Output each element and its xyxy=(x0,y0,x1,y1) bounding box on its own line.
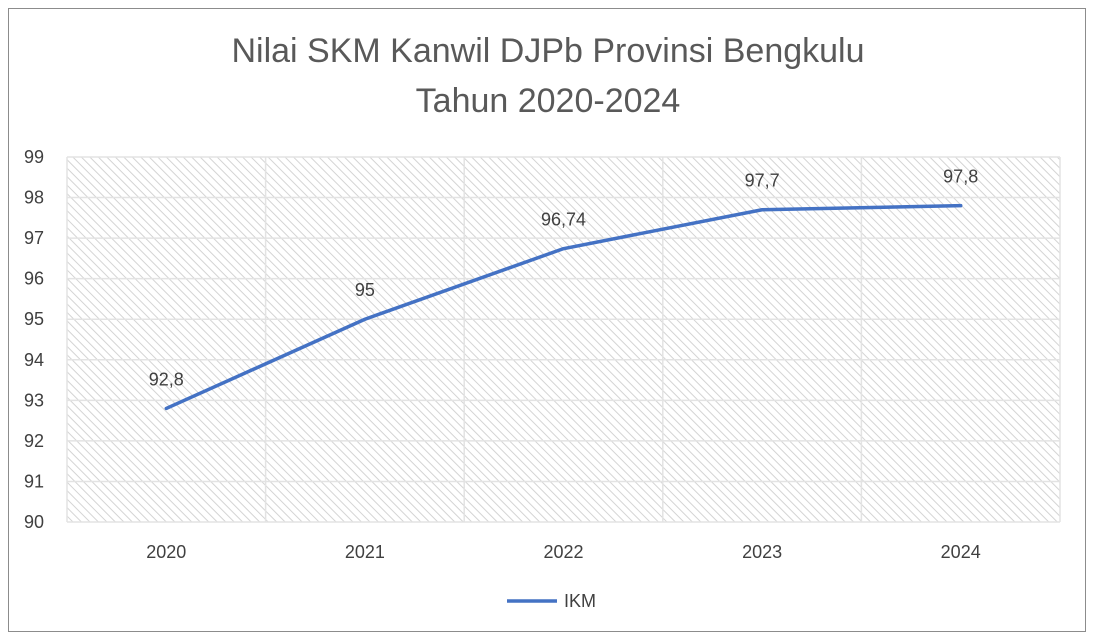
plot-area xyxy=(67,157,1060,522)
data-point xyxy=(164,406,168,410)
data-label: 92,8 xyxy=(149,369,184,389)
data-point xyxy=(959,204,963,208)
x-tick-label: 2021 xyxy=(345,542,385,562)
chart-subtitle: Tahun 2020-2024 xyxy=(415,82,681,120)
data-point xyxy=(760,208,764,212)
data-label: 96,74 xyxy=(541,210,586,230)
y-tick-label: 90 xyxy=(24,512,44,532)
y-tick-label: 96 xyxy=(24,269,44,289)
chart-title: Nilai SKM Kanwil DJPb Provinsi Bengkulu xyxy=(231,32,865,70)
data-label: 97,7 xyxy=(745,171,780,191)
x-tick-label: 2023 xyxy=(742,542,782,562)
chart-frame xyxy=(8,8,1086,632)
y-tick-label: 94 xyxy=(24,350,44,370)
x-tick-label: 2020 xyxy=(146,542,186,562)
data-point xyxy=(562,247,565,251)
y-tick-label: 91 xyxy=(24,471,44,491)
x-tick-label: 2024 xyxy=(941,542,981,562)
y-tick-label: 98 xyxy=(24,188,44,208)
data-point xyxy=(363,317,367,321)
y-tick-label: 92 xyxy=(24,431,44,451)
y-tick-label: 99 xyxy=(24,147,44,167)
y-tick-label: 97 xyxy=(24,228,44,248)
data-label: 95 xyxy=(355,280,375,300)
x-tick-label: 2022 xyxy=(543,542,583,562)
legend-label: IKM xyxy=(564,591,596,611)
y-tick-label: 95 xyxy=(24,309,44,329)
y-tick-label: 93 xyxy=(24,390,44,410)
data-label: 97,8 xyxy=(943,167,978,187)
